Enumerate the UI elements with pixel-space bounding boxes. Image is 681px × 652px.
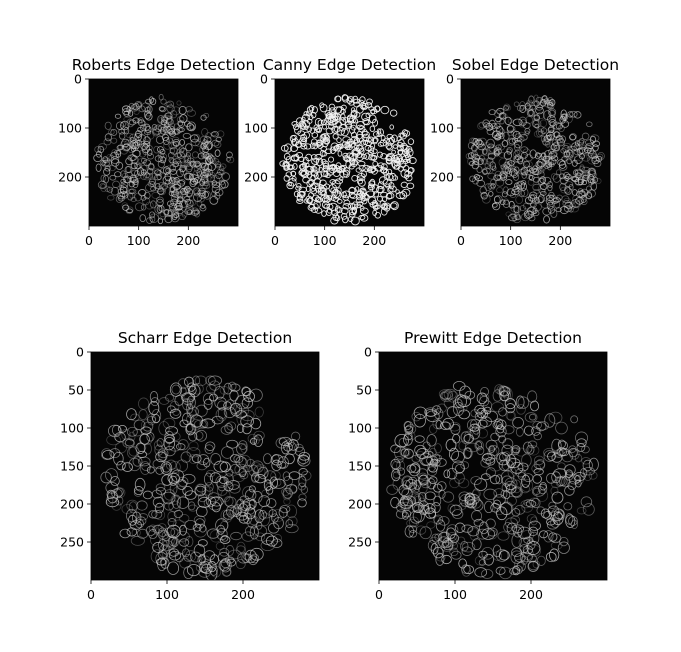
y-tick-label: 100 [430,121,454,136]
x-tick-label: 0 [87,587,95,602]
panel-4: Scharr Edge Detection 0 100 200 0 50 100 150 200… [60,329,320,602]
x-tick-label: 0 [85,233,93,248]
y-tick-label: 0 [74,72,82,87]
y-tick-label: 0 [76,345,84,360]
axes-frame [460,78,611,227]
x-tick-label: 100 [313,233,337,248]
panel-title: Prewitt Edge Detection [404,329,582,347]
x-tick-label: 100 [499,233,523,248]
y-tick-label: 0 [364,345,372,360]
y-tick-label: 0 [260,72,268,87]
y-tick-label: 100 [348,421,372,436]
y-tick-label: 200 [244,170,268,185]
x-tick-label: 100 [155,587,179,602]
y-tick-label: 250 [60,535,84,550]
edge-contours [93,93,235,225]
y-tick-label: 100 [58,121,82,136]
x-tick-label: 200 [548,233,572,248]
x-tick-label: 200 [231,587,255,602]
panel-title: Roberts Edge Detection [72,56,256,74]
panel-title: Sobel Edge Detection [452,56,619,74]
x-tick-label: 0 [271,233,279,248]
edge-contours [465,94,605,224]
y-tick-label: 150 [348,459,372,474]
y-tick-label: 0 [446,72,454,87]
panel-5: Prewitt Edge Detection 0 100 200 0 50 100 150 20… [348,329,608,602]
x-tick-label: 200 [519,587,543,602]
panel-title: Scharr Edge Detection [118,329,292,347]
y-tick-label: 100 [244,121,268,136]
x-tick-label: 0 [457,233,465,248]
edge-contours [386,380,599,580]
edge-contours [100,375,312,580]
y-tick-label: 200 [348,497,372,512]
y-tick-label: 50 [68,383,84,398]
y-tick-label: 250 [348,535,372,550]
x-tick-label: 0 [375,587,383,602]
y-tick-label: 200 [430,170,454,185]
y-tick-label: 200 [58,170,82,185]
x-tick-label: 100 [443,587,467,602]
edge-image [379,352,607,580]
edge-contours [279,94,417,226]
panel-title: Canny Edge Detection [263,56,436,74]
x-tick-label: 200 [176,233,200,248]
axes-frame [88,78,239,227]
y-tick-label: 100 [60,421,84,436]
x-tick-label: 200 [362,233,386,248]
y-tick-label: 200 [60,497,84,512]
y-tick-label: 150 [60,459,84,474]
y-tick-label: 50 [356,383,372,398]
x-tick-label: 100 [127,233,151,248]
axes-frame [274,78,425,227]
